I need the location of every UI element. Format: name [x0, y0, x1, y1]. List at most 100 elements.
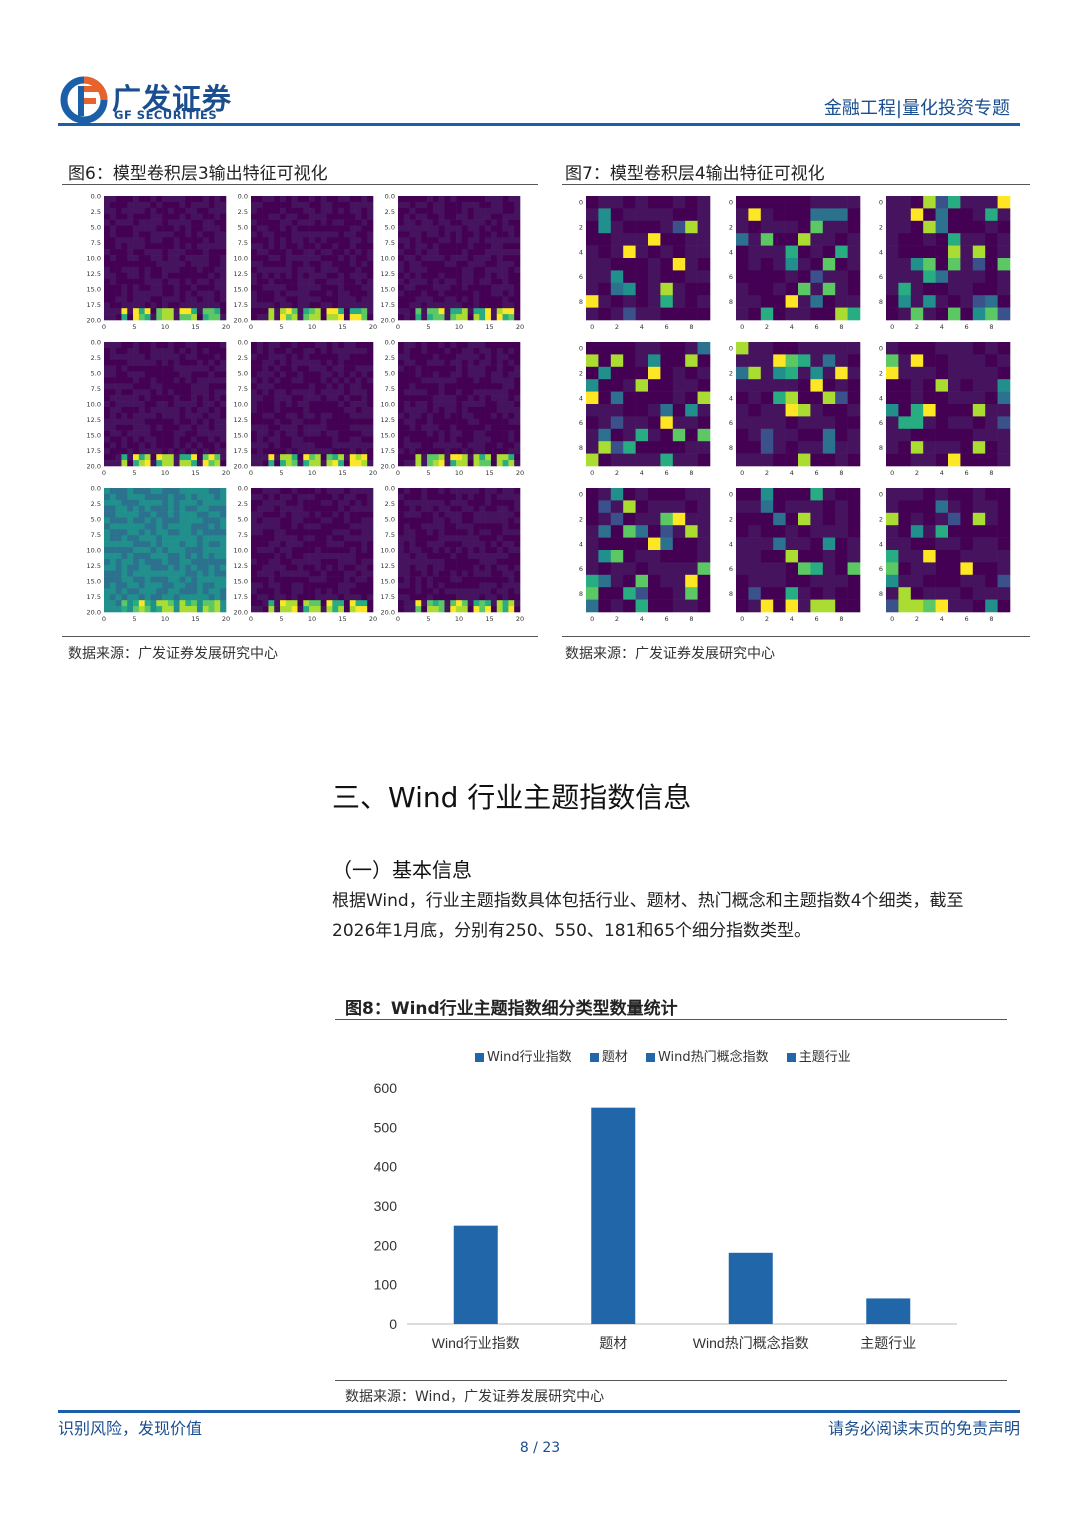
heatmap-cell: [985, 342, 998, 355]
heatmap-cell: [438, 255, 445, 262]
heatmap-cell: [598, 258, 612, 271]
heatmap-cell: [291, 377, 298, 384]
heatmap-cell: [685, 258, 698, 271]
heatmap-cell: [444, 213, 451, 220]
heatmap-cell: [133, 547, 140, 554]
heatmap-cell: [444, 406, 451, 414]
heatmap-cell: [415, 448, 422, 455]
heatmap-cell: [109, 284, 116, 291]
y-tick-label: 5.0: [238, 370, 248, 378]
heatmap-cell: [427, 219, 434, 226]
heatmap-cell: [274, 371, 281, 378]
heatmap-cell: [398, 535, 405, 542]
heatmap-cell: [361, 196, 368, 203]
heatmap-cell: [173, 505, 180, 512]
heatmap-cell: [438, 511, 445, 518]
heatmap-cell: [121, 353, 128, 361]
heatmap-cell: [332, 576, 339, 583]
heatmap-cell: [490, 401, 498, 408]
heatmap-cell: [326, 511, 333, 518]
heatmap-cell: [367, 436, 374, 443]
heatmap-cell: [167, 308, 175, 315]
heatmap-cell: [150, 576, 157, 583]
heatmap-cell: [274, 406, 281, 414]
heatmap-cell: [274, 243, 281, 250]
heatmap-cell: [847, 196, 861, 209]
heatmap-cell: [251, 430, 258, 437]
heatmap-cell: [185, 594, 192, 601]
heatmap-cell: [202, 418, 209, 425]
heatmap-cell: [456, 365, 463, 372]
heatmap-cell: [508, 430, 515, 437]
heatmap-cell: [623, 391, 636, 405]
heatmap-cell: [291, 529, 298, 536]
heatmap-cell: [256, 371, 263, 378]
heatmap-cell: [326, 342, 333, 349]
heatmap-cell: [326, 395, 333, 402]
heatmap-cell: [173, 308, 180, 315]
heatmap-cell: [736, 366, 749, 380]
heatmap-cell: [508, 517, 515, 524]
heatmap-cell: [508, 588, 515, 595]
heatmap-cell: [748, 599, 762, 613]
heatmap-cell: [127, 412, 134, 420]
heatmap-cell: [262, 570, 269, 577]
heatmap-cell: [479, 196, 486, 203]
heatmap-cell: [251, 448, 258, 455]
heatmap-cell: [810, 441, 824, 454]
heatmap-cell: [502, 359, 509, 366]
heatmap-cell: [427, 406, 434, 414]
heatmap-cell: [421, 231, 428, 238]
heatmap-cell: [309, 219, 316, 226]
heatmap-cell: [748, 342, 762, 355]
heatmap-cell: [285, 243, 292, 250]
heatmap-cell: [332, 231, 339, 238]
heatmap-cell: [421, 406, 428, 414]
heatmap-cell: [438, 266, 445, 274]
heatmap-cell: [144, 523, 151, 530]
heatmap-cell: [167, 454, 175, 461]
heatmap-cell: [208, 365, 215, 372]
heatmap-cell: [156, 541, 163, 548]
heatmap-cell: [773, 404, 786, 417]
heatmap-cell: [502, 541, 509, 548]
heatmap-cell: [179, 499, 186, 507]
heatmap-cell: [309, 401, 316, 408]
heatmap-cell: [355, 401, 362, 408]
heatmap-cell: [773, 270, 786, 284]
heatmap-cell: [473, 511, 480, 518]
heatmap-cell: [648, 208, 661, 222]
heatmap-cell: [415, 558, 422, 566]
heatmap-cell: [349, 314, 356, 321]
heatmap-cell: [398, 266, 405, 274]
heatmap-cell: [490, 353, 498, 361]
heatmap-cell: [262, 359, 269, 366]
heatmap-cell: [586, 550, 599, 563]
x-tick-label: 15: [485, 469, 493, 477]
heatmap-cell: [196, 359, 204, 366]
heatmap-cell: [985, 220, 998, 234]
y-tick-label: 15.0: [381, 286, 395, 294]
y-tick-label: 2.5: [385, 208, 395, 216]
heatmap-cell: [309, 505, 316, 512]
heatmap-cell: [338, 517, 345, 524]
heatmap-cell: [502, 535, 509, 542]
heatmap-cell: [490, 255, 498, 262]
heatmap-cell: [314, 436, 322, 443]
heatmap-cell: [179, 576, 186, 583]
heatmap-cell: [403, 278, 410, 285]
y-tick-label: 6: [729, 565, 733, 573]
heatmap-cell: [502, 389, 509, 396]
heatmap-cell: [208, 576, 215, 583]
heatmap-cell: [960, 270, 974, 284]
heatmap-cell: [104, 231, 111, 238]
heatmap-cell: [208, 523, 215, 530]
x-tick-label: 10: [308, 323, 316, 331]
heatmap-cell: [173, 488, 180, 495]
heatmap-cell: [610, 233, 624, 246]
heatmap-cell: [421, 552, 428, 560]
heatmap-cell: [220, 564, 227, 571]
heatmap-cell: [415, 552, 422, 560]
heatmap-cell: [421, 424, 428, 431]
heatmap-cell: [610, 562, 624, 576]
